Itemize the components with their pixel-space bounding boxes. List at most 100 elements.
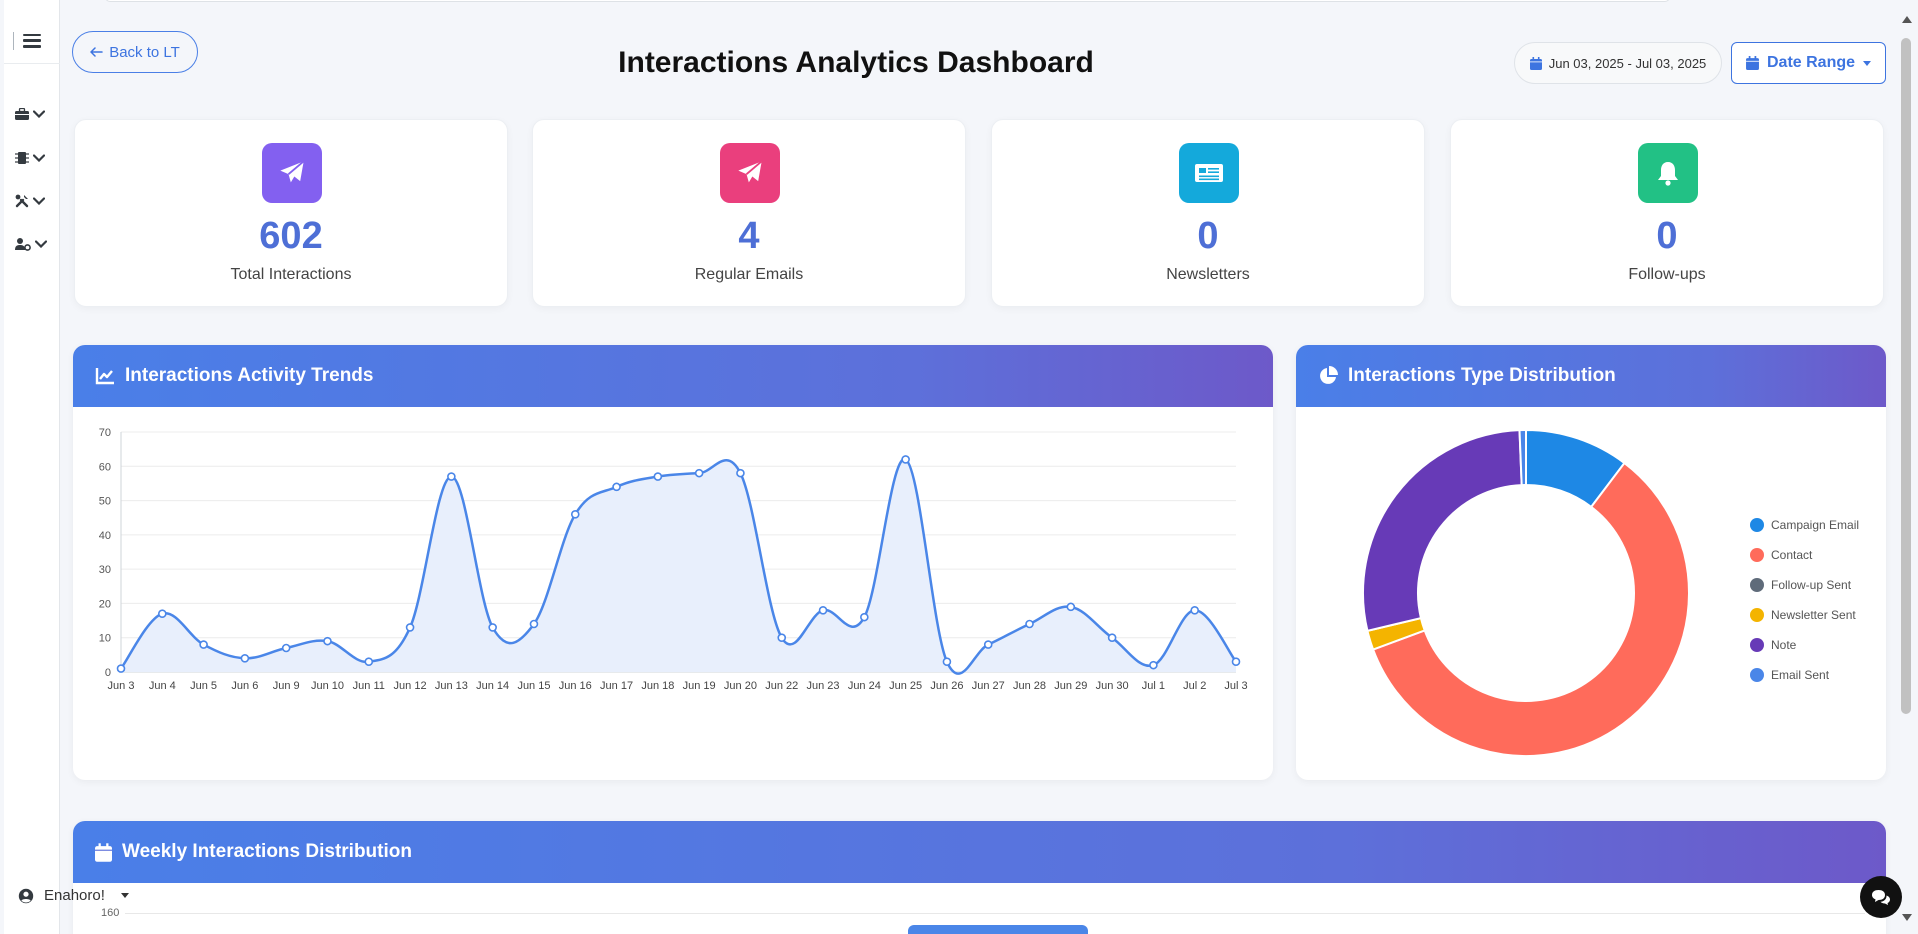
stat-card-total-interactions: 602 Total Interactions xyxy=(74,119,508,307)
legend-item[interactable]: Email Sent xyxy=(1750,660,1859,690)
bell-icon xyxy=(1638,143,1698,203)
legend-label: Campaign Email xyxy=(1771,518,1860,532)
sidebar-toggle-button[interactable] xyxy=(4,18,60,64)
y-tick-label: 50 xyxy=(99,496,111,508)
legend-swatch xyxy=(1750,668,1764,682)
data-point xyxy=(983,640,993,649)
weekly-bar[interactable] xyxy=(908,925,1088,934)
sidebar-item-chip[interactable] xyxy=(15,147,55,169)
y-tick-label: 0 xyxy=(105,667,111,679)
sidebar-item-tools[interactable] xyxy=(15,190,55,212)
x-tick-label: Jun 19 xyxy=(683,680,716,692)
x-tick-label: Jun 3 xyxy=(108,680,135,692)
x-tick-label: Jun 27 xyxy=(972,680,1005,692)
date-range-button[interactable]: Date Range xyxy=(1731,42,1886,84)
trend-area xyxy=(121,459,1236,674)
stat-card-regular-emails: 4 Regular Emails xyxy=(532,119,966,307)
data-point xyxy=(199,640,208,649)
sidebar-item-briefcase[interactable] xyxy=(15,103,55,125)
data-point xyxy=(488,623,497,632)
user-menu[interactable]: Enahoro! xyxy=(18,887,129,904)
chevron-down-icon xyxy=(33,197,45,205)
chevron-down-icon xyxy=(33,110,45,118)
weekly-panel-title: Weekly Interactions Distribution xyxy=(122,841,412,862)
legend-item[interactable]: Note xyxy=(1750,630,1859,660)
top-search-bar[interactable] xyxy=(105,0,1670,2)
data-point xyxy=(570,509,580,519)
caret-down-icon xyxy=(120,893,129,898)
stat-value: 0 xyxy=(1197,215,1219,257)
y-tick-label: 10 xyxy=(99,633,111,645)
data-point xyxy=(1107,633,1117,643)
page-title: Interactions Analytics Dashboard xyxy=(618,46,1094,79)
data-point xyxy=(1149,660,1158,670)
legend-swatch xyxy=(1750,608,1764,622)
stat-card-follow-ups: 0 Follow-ups xyxy=(1450,119,1884,307)
stat-label: Follow-ups xyxy=(1628,266,1706,283)
y-tick-label: 70 xyxy=(99,427,111,439)
x-tick-label: Jul 1 xyxy=(1142,680,1165,692)
calendar-icon xyxy=(1529,56,1542,70)
x-tick-label: Jun 28 xyxy=(1013,680,1046,692)
stat-value: 602 xyxy=(259,215,323,257)
x-tick-label: Jun 10 xyxy=(311,680,344,692)
y-tick-label: 20 xyxy=(99,598,111,610)
x-tick-label: Jun 29 xyxy=(1054,680,1087,692)
legend-item[interactable]: Newsletter Sent xyxy=(1750,600,1859,630)
legend-swatch xyxy=(1750,638,1764,652)
comments-icon xyxy=(1872,889,1890,905)
chat-button[interactable] xyxy=(1860,876,1902,918)
hamburger-icon xyxy=(23,33,41,48)
user-name: Enahoro! xyxy=(44,887,105,904)
data-point xyxy=(860,612,869,622)
weekly-panel-header: Weekly Interactions Distribution xyxy=(73,821,1886,883)
trend-panel: Interactions Activity Trends 0 10 20 30 40 50… xyxy=(73,345,1273,780)
briefcase-icon xyxy=(15,108,29,120)
donut-slice xyxy=(1518,428,1527,487)
page-scrollbar[interactable] xyxy=(1899,12,1913,927)
calendar-icon xyxy=(95,842,112,862)
legend-swatch xyxy=(1750,518,1764,532)
x-tick-label: Jun 4 xyxy=(149,680,176,692)
data-point xyxy=(694,468,704,478)
trend-panel-title: Interactions Activity Trends xyxy=(125,365,374,386)
legend-swatch xyxy=(1750,548,1764,562)
data-point xyxy=(364,657,374,667)
user-circle-icon xyxy=(18,888,34,903)
x-tick-label: Jun 23 xyxy=(807,680,840,692)
data-point xyxy=(612,482,621,492)
calendar-icon xyxy=(1746,56,1759,70)
x-tick-label: Jun 5 xyxy=(190,680,217,692)
x-tick-label: Jun 9 xyxy=(273,680,300,692)
legend-item[interactable]: Contact xyxy=(1750,540,1859,570)
type-panel: Interactions Type Distribution Campaign … xyxy=(1296,345,1886,780)
newspaper-icon xyxy=(1179,143,1239,203)
data-point xyxy=(818,605,828,615)
stat-label: Newsletters xyxy=(1166,266,1250,283)
data-point xyxy=(736,468,745,478)
user-gear-icon xyxy=(15,238,31,251)
data-point xyxy=(653,472,663,481)
x-tick-label: Jun 15 xyxy=(517,680,550,692)
data-point xyxy=(323,636,332,646)
scroll-thumb[interactable] xyxy=(1901,38,1911,714)
data-point xyxy=(901,455,910,464)
legend-item[interactable]: Follow-up Sent xyxy=(1750,570,1859,600)
back-button[interactable]: Back to LT xyxy=(72,31,198,73)
y-tick-label: 30 xyxy=(99,564,111,576)
chart-line-icon xyxy=(95,368,114,385)
legend-label: Newsletter Sent xyxy=(1771,608,1856,622)
type-panel-title: Interactions Type Distribution xyxy=(1348,365,1616,386)
legend-item[interactable]: Campaign Email xyxy=(1750,510,1859,540)
date-range-display: Jun 03, 2025 - Jul 03, 2025 xyxy=(1514,42,1722,84)
sidebar-item-user-settings[interactable] xyxy=(15,233,55,255)
chevron-down-icon xyxy=(35,240,47,248)
x-tick-label: Jun 14 xyxy=(476,680,509,692)
x-tick-label: Jun 22 xyxy=(765,680,798,692)
scroll-down-arrow[interactable] xyxy=(1902,914,1912,921)
x-tick-label: Jun 26 xyxy=(930,680,963,692)
scroll-up-arrow[interactable] xyxy=(1902,16,1912,23)
sidebar xyxy=(4,0,60,934)
trend-panel-header: Interactions Activity Trends xyxy=(73,345,1273,407)
data-point xyxy=(1231,657,1241,667)
